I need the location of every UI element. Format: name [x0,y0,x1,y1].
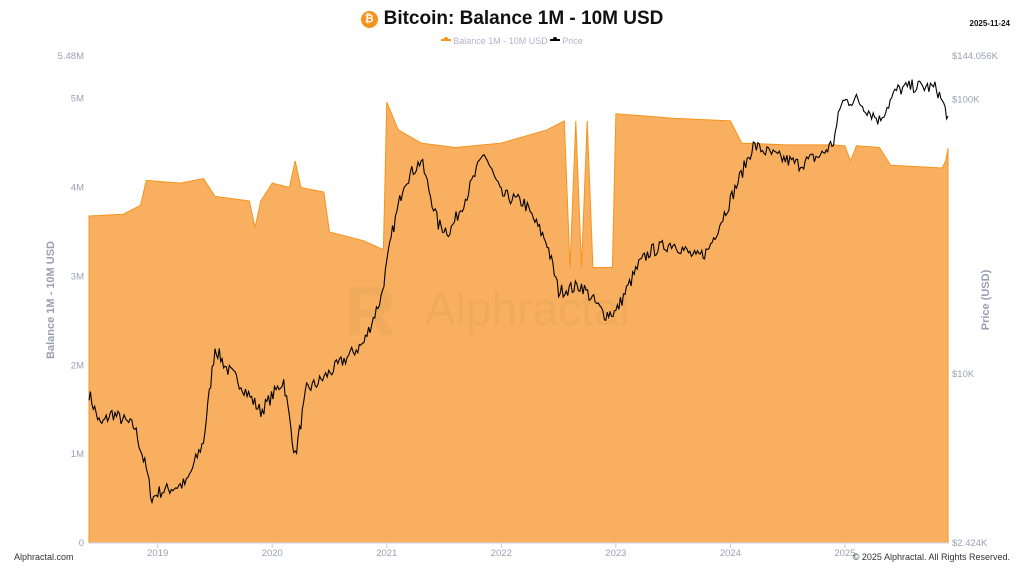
y-tick-label: 1M [71,449,84,460]
x-tick-label: 2020 [262,548,283,559]
y-tick-label: 4M [71,183,84,194]
y-tick-label: 0 [79,538,84,549]
y-tick-label: 5.48M [58,51,84,62]
y2-tick-label: $100K [952,95,980,106]
legend-item-balance[interactable]: Balance 1M - 10M USD [441,36,548,46]
x-tick-label: 2021 [376,548,397,559]
x-tick-label: 2023 [605,548,626,559]
price-line [88,79,949,505]
watermark: Alphractal [425,283,630,335]
y-tick-label: 2M [71,360,84,371]
bitcoin-icon: ₿ [360,11,378,28]
chart-title: ₿ Bitcoin: Balance 1M - 10M USD [0,8,1024,30]
y-tick-label: 5M [71,94,84,105]
y-axis-title: Balance 1M - 10M USD [45,241,57,359]
x-tick-label: 2024 [720,548,741,559]
footer-site: Alphractal.com [14,552,74,562]
y2-tick-label: $2.424K [952,538,988,549]
footer-copyright: © 2025 Alphractal. All Rights Reserved. [852,552,1010,562]
y2-tick-label: $10K [952,369,975,380]
legend: Balance 1M - 10M USD Price [0,36,1024,46]
x-tick-label: 2022 [491,548,512,559]
date-label: 2025-11-24 [969,19,1010,28]
legend-item-price[interactable]: Price [550,36,583,46]
y2-tick-label: $144.056K [952,51,999,62]
x-tick-label: 2019 [147,548,168,559]
y-tick-label: 3M [71,271,84,282]
balance-area [88,102,949,544]
x-tick-label: 2025 [834,548,855,559]
watermark-logo-icon: R [345,272,396,350]
y2-axis-title: Price (USD) [980,269,992,330]
